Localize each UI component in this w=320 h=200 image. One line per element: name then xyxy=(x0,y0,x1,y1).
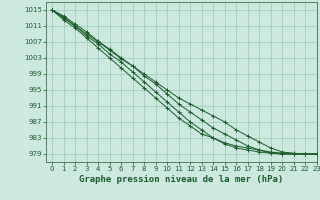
X-axis label: Graphe pression niveau de la mer (hPa): Graphe pression niveau de la mer (hPa) xyxy=(79,175,284,184)
